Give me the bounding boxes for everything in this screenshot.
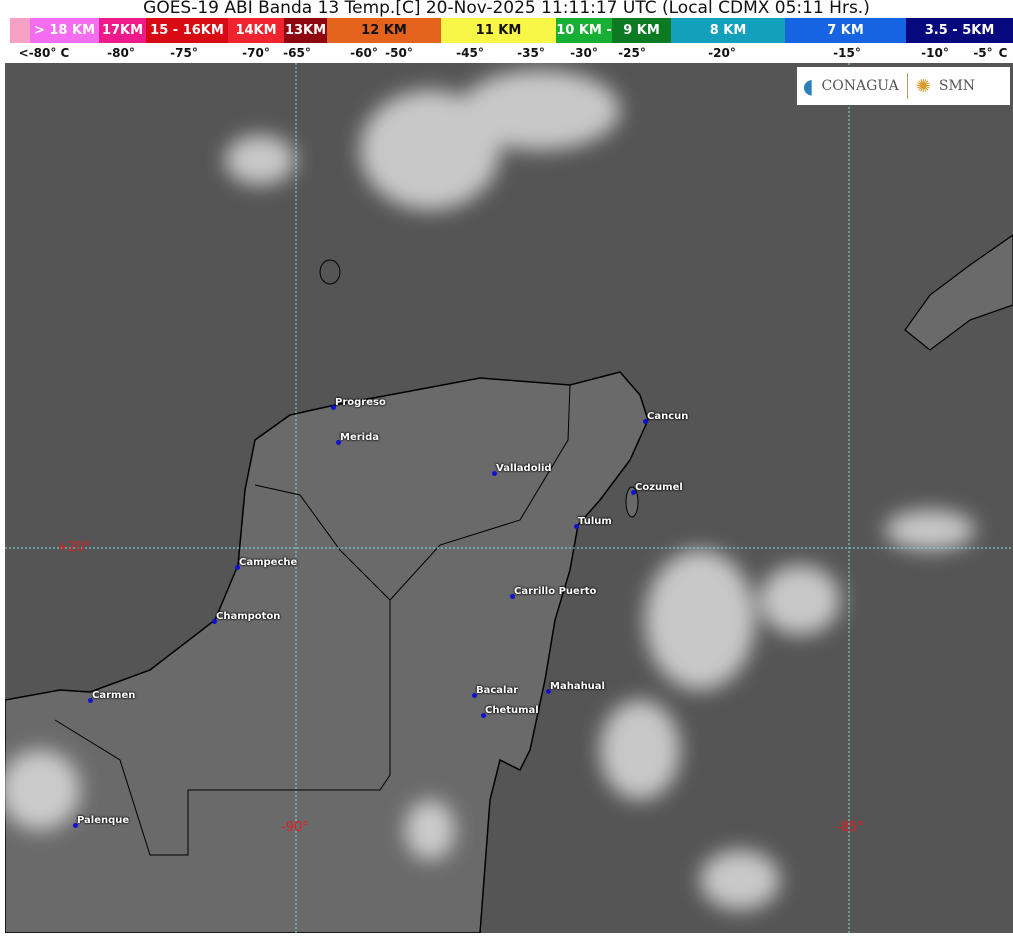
legend-seg: 14KM [228, 18, 284, 43]
clouds [5, 70, 975, 910]
smn-logo-icon: ✺ [915, 75, 931, 97]
legend-tick: -65° [283, 46, 311, 60]
city-label: Champoton [216, 611, 281, 622]
legend-seg: 15 - 16KM [146, 18, 228, 43]
legend-tick: -30° [570, 46, 598, 60]
city-marker-icon [212, 619, 217, 624]
legend-seg: 3.5 - 5KM [906, 18, 1013, 43]
city-marker-icon [574, 524, 579, 529]
legend-seg [10, 18, 30, 43]
city-label: Cancun [647, 411, 689, 422]
temperature-legend: > 18 KM 17KM 15 - 16KM 14KM 13KM 12 KM 1… [10, 18, 1013, 43]
legend-seg: > 18 KM [30, 18, 99, 43]
legend-tick: -35° [517, 46, 545, 60]
image-title: GOES-19 ABI Banda 13 Temp.[C] 20-Nov-202… [143, 0, 870, 18]
city-marker-icon [631, 490, 636, 495]
legend-tick: -10° [921, 46, 949, 60]
legend-tick: -45° [456, 46, 484, 60]
city-marker-icon [235, 565, 240, 570]
city-label: Progreso [335, 397, 386, 408]
city-marker-icon [481, 713, 486, 718]
legend-tick: -25° [618, 46, 646, 60]
city-marker-icon [73, 823, 78, 828]
divider [906, 73, 908, 99]
lon-label: -85° [836, 820, 864, 835]
city-marker-icon [472, 693, 477, 698]
legend-tick: <-80° C [18, 46, 70, 60]
city-marker-icon [546, 689, 551, 694]
city-label: Chetumal [485, 705, 539, 716]
city-label: Palenque [77, 815, 130, 826]
legend-seg: 9 KM [612, 18, 671, 43]
city-label: Merida [340, 432, 379, 443]
arrecife-alacranes [319, 259, 341, 285]
city-marker-icon [336, 440, 341, 445]
state-border [54, 484, 391, 856]
legend-tick: -15° [833, 46, 861, 60]
city-label: Mahahual [550, 681, 605, 692]
legend-tick: -20° [708, 46, 736, 60]
legend-tick: C [998, 46, 1008, 60]
city-label: Campeche [239, 557, 298, 568]
legend-seg: 8 KM [671, 18, 785, 43]
legend-seg: 17KM [99, 18, 146, 43]
legend-tick: -60° [350, 46, 378, 60]
logos: ◖ CONAGUA ✺ SMN [797, 67, 1010, 105]
yucatan-peninsula [5, 371, 649, 933]
city-label: Bacalar [476, 685, 519, 696]
city-label: Carmen [92, 690, 136, 701]
lon-label: -90° [281, 820, 309, 835]
legend-tick: -75° [170, 46, 198, 60]
conagua-logo: CONAGUA [821, 78, 899, 94]
city-marker-icon [88, 698, 93, 703]
legend-tick: -5° [973, 46, 993, 60]
legend-seg: 11 KM [441, 18, 556, 43]
city-label: Tulum [578, 516, 612, 527]
conagua-logo-icon: ◖ [803, 74, 814, 98]
city-marker-icon [492, 471, 497, 476]
satellite-map: Progreso Merida Cancun Valladolid Cozumel Tul… [5, 63, 1013, 933]
lat-label: +20° [57, 540, 91, 555]
city-marker-icon [331, 405, 336, 410]
map-svg [5, 63, 1013, 933]
smn-logo: SMN [938, 78, 976, 94]
legend-tick: -70° [242, 46, 270, 60]
state-border [389, 384, 571, 601]
city-marker-icon [510, 594, 515, 599]
legend-tick: -50° [385, 46, 413, 60]
city-label: Valladolid [496, 463, 552, 474]
legend-seg: 12 KM [327, 18, 441, 43]
city-label: Cozumel [635, 482, 683, 493]
legend-seg: 13KM [284, 18, 327, 43]
city-label: Carrillo Puerto [514, 586, 597, 597]
cuba [904, 234, 1013, 351]
graticule [5, 63, 1013, 933]
legend-tick: -80° [107, 46, 135, 60]
legend-seg: 7 KM [785, 18, 906, 43]
city-marker-icon [643, 419, 648, 424]
legend-seg: 10 KM - [556, 18, 612, 43]
